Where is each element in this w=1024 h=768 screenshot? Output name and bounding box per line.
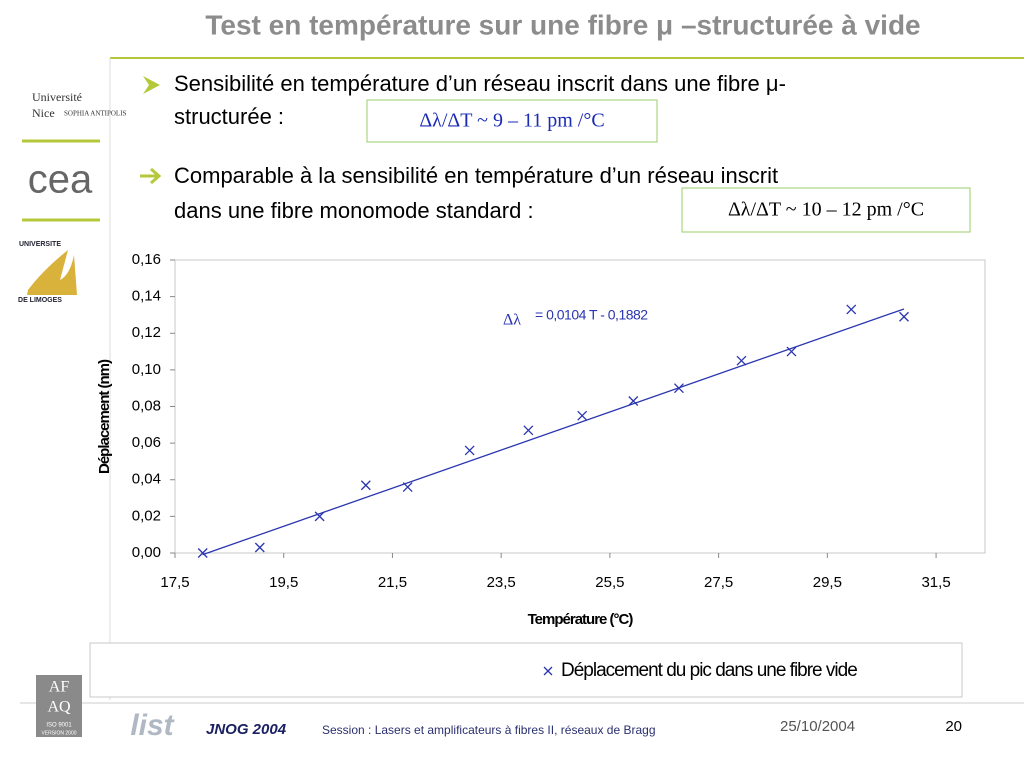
bullet-text: Comparable à la sensibilité en températu… (174, 163, 778, 188)
trend-equation: = 0,0104 T - 0,1882 (535, 307, 648, 323)
point (736, 355, 747, 366)
footer-event: JNOG 2004 (206, 721, 287, 738)
logo-text: UNIVERSITE (19, 241, 61, 248)
formula: Δλ/ΔT ~ 9 – 11 pm /°C (419, 110, 604, 132)
x-tick-label: 31,5 (921, 574, 950, 591)
limoges-logo (27, 250, 77, 295)
logo-text: AQ (47, 699, 71, 716)
logo-text: DE LIMOGES (18, 297, 62, 304)
x-tick-label: 25,5 (595, 574, 624, 591)
formula-box (366, 99, 658, 143)
point (254, 542, 265, 553)
logo-text: VERSION 2000 (41, 730, 76, 736)
x-tick-label: 27,5 (704, 574, 733, 591)
x-tick-label: 21,5 (378, 574, 407, 591)
x-tick-label: 23,5 (487, 574, 516, 591)
footer-session: Session : Lasers et amplificateurs à fib… (322, 723, 656, 737)
y-axis-title: Déplacement (nm) (96, 359, 113, 474)
bullet-text: Sensibilité en température d’un réseau i… (174, 71, 786, 96)
point (628, 396, 639, 406)
y-tick-label: 0,06 (132, 434, 161, 451)
afaq-logo (36, 675, 82, 737)
y-tick-label: 0,00 (132, 544, 161, 561)
point (846, 304, 857, 315)
y-tick-label: 0,04 (132, 471, 161, 488)
formula-box (681, 187, 971, 233)
point (899, 311, 909, 322)
logo-text: ISO 9001 (46, 723, 72, 729)
y-tick-label: 0,16 (132, 251, 161, 268)
legend-label: Déplacement du pic dans une fibre vide (561, 660, 857, 681)
bullet-icon (143, 76, 160, 94)
point (314, 511, 325, 522)
formula: Δλ/ΔT ~ 10 – 12 pm /°C (728, 199, 924, 221)
logo-text: list (130, 709, 175, 742)
x-tick-label: 29,5 (813, 574, 842, 591)
point (786, 346, 797, 357)
point (360, 480, 371, 491)
title: Test en température sur une fibre μ –str… (205, 9, 920, 40)
logo-text: Université (32, 90, 82, 104)
logo-text: AF (49, 679, 70, 696)
x-axis-title: Température (°C) (528, 611, 634, 628)
bullet-text: structurée : (174, 104, 284, 129)
point (464, 445, 475, 456)
legend-marker (543, 666, 553, 676)
y-tick-label: 0,10 (132, 361, 161, 378)
y-tick-label: 0,14 (132, 288, 161, 305)
footer-page: 20 (945, 718, 962, 735)
legend-box (89, 642, 963, 698)
point (523, 425, 534, 436)
bullet-icon (140, 167, 162, 185)
y-tick-label: 0,08 (132, 397, 161, 414)
trend-line (202, 308, 905, 556)
bullet-text: dans une fibre monomode standard : (174, 198, 534, 223)
logo-text: cea (28, 158, 93, 202)
footer-date: 25/10/2004 (780, 718, 855, 735)
trend-symbol: Δλ (503, 312, 521, 329)
y-tick-label: 0,12 (132, 324, 161, 341)
point (577, 410, 588, 421)
logo-text: Nice (32, 106, 55, 120)
x-tick-label: 17,5 (160, 574, 189, 591)
x-tick-label: 19,5 (269, 574, 298, 591)
logo-text: SOPHIA ANTIPOLIS (64, 110, 127, 118)
y-tick-label: 0,02 (132, 507, 161, 524)
plot-area (174, 259, 986, 554)
point (197, 548, 208, 558)
